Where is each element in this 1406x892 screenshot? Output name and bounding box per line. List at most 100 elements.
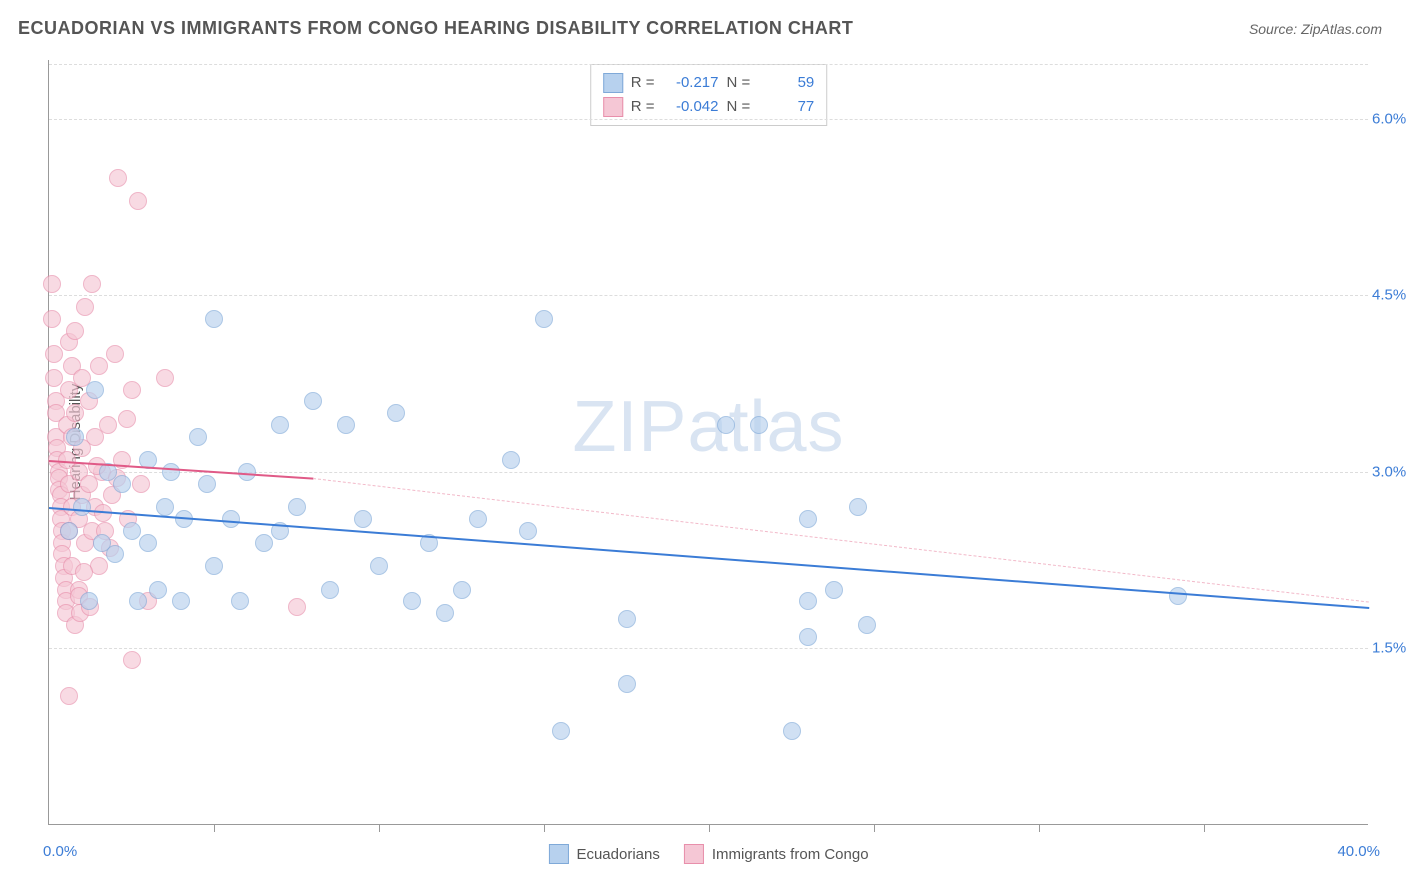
scatter-point-ecuadorians [825, 581, 843, 599]
y-tick-label: 3.0% [1372, 463, 1406, 480]
scatter-point-ecuadorians [172, 592, 190, 610]
gridline-h [49, 648, 1368, 649]
x-tick [214, 824, 215, 832]
scatter-point-congo [118, 410, 136, 428]
scatter-point-ecuadorians [149, 581, 167, 599]
scatter-point-congo [106, 345, 124, 363]
chart-container: ZIPatlas Hearing Disability R = -0.217 N… [48, 60, 1368, 825]
trendline-ecuadorians [49, 507, 1369, 609]
swatch-congo [603, 97, 623, 117]
scatter-point-congo [99, 416, 117, 434]
scatter-point-ecuadorians [123, 522, 141, 540]
scatter-point-ecuadorians [799, 510, 817, 528]
scatter-point-ecuadorians [337, 416, 355, 434]
scatter-point-ecuadorians [129, 592, 147, 610]
r-value-a: -0.217 [663, 71, 719, 95]
scatter-point-ecuadorians [222, 510, 240, 528]
legend-label-a: Ecuadorians [576, 846, 659, 863]
n-label: N = [727, 95, 751, 119]
y-tick-label: 4.5% [1372, 287, 1406, 304]
scatter-point-ecuadorians [403, 592, 421, 610]
scatter-point-ecuadorians [304, 392, 322, 410]
watermark: ZIPatlas [572, 386, 844, 468]
legend-item-ecuadorians: Ecuadorians [548, 844, 659, 864]
scatter-point-congo [60, 687, 78, 705]
scatter-point-ecuadorians [321, 581, 339, 599]
scatter-point-ecuadorians [387, 404, 405, 422]
scatter-point-ecuadorians [231, 592, 249, 610]
source-prefix: Source: [1249, 21, 1301, 37]
y-tick-label: 1.5% [1372, 640, 1406, 657]
gridline-h [49, 119, 1368, 120]
legend-label-b: Immigrants from Congo [712, 846, 869, 863]
n-value-b: 77 [758, 95, 814, 119]
x-axis-max-label: 40.0% [1337, 843, 1380, 860]
scatter-point-congo [76, 298, 94, 316]
scatter-point-ecuadorians [717, 416, 735, 434]
x-tick [874, 824, 875, 832]
scatter-point-ecuadorians [370, 557, 388, 575]
scatter-point-ecuadorians [799, 628, 817, 646]
header-bar: ECUADORIAN VS IMMIGRANTS FROM CONGO HEAR… [0, 0, 1406, 47]
scatter-point-ecuadorians [86, 381, 104, 399]
source-attribution: Source: ZipAtlas.com [1249, 21, 1382, 37]
plot-area: ZIPatlas Hearing Disability R = -0.217 N… [48, 60, 1368, 825]
chart-title: ECUADORIAN VS IMMIGRANTS FROM CONGO HEAR… [18, 18, 853, 39]
scatter-point-ecuadorians [139, 534, 157, 552]
gridline-h [49, 64, 1368, 65]
scatter-point-ecuadorians [1169, 587, 1187, 605]
scatter-point-ecuadorians [519, 522, 537, 540]
scatter-point-ecuadorians [799, 592, 817, 610]
scatter-point-congo [123, 651, 141, 669]
scatter-point-congo [43, 275, 61, 293]
scatter-point-congo [66, 322, 84, 340]
x-axis-min-label: 0.0% [43, 843, 77, 860]
scatter-point-ecuadorians [849, 498, 867, 516]
scatter-point-ecuadorians [288, 498, 306, 516]
scatter-point-congo [288, 598, 306, 616]
r-label: R = [631, 95, 655, 119]
y-tick-label: 6.0% [1372, 110, 1406, 127]
x-tick [544, 824, 545, 832]
swatch-ecuadorians [548, 844, 568, 864]
scatter-point-ecuadorians [858, 616, 876, 634]
scatter-point-ecuadorians [162, 463, 180, 481]
r-value-b: -0.042 [663, 95, 719, 119]
scatter-point-ecuadorians [205, 310, 223, 328]
scatter-point-congo [43, 310, 61, 328]
scatter-point-ecuadorians [156, 498, 174, 516]
r-label: R = [631, 71, 655, 95]
scatter-point-congo [156, 369, 174, 387]
scatter-point-ecuadorians [750, 416, 768, 434]
scatter-point-ecuadorians [552, 722, 570, 740]
source-name: ZipAtlas.com [1301, 21, 1382, 37]
swatch-ecuadorians [603, 73, 623, 93]
scatter-point-congo [123, 381, 141, 399]
scatter-point-ecuadorians [783, 722, 801, 740]
scatter-point-ecuadorians [205, 557, 223, 575]
scatter-point-ecuadorians [453, 581, 471, 599]
scatter-point-ecuadorians [354, 510, 372, 528]
scatter-point-ecuadorians [436, 604, 454, 622]
scatter-point-ecuadorians [80, 592, 98, 610]
scatter-point-congo [90, 357, 108, 375]
n-label: N = [727, 71, 751, 95]
scatter-point-congo [75, 563, 93, 581]
correlation-legend: R = -0.217 N = 59 R = -0.042 N = 77 [590, 64, 828, 126]
gridline-h [49, 295, 1368, 296]
scatter-point-ecuadorians [271, 416, 289, 434]
scatter-point-ecuadorians [198, 475, 216, 493]
scatter-point-ecuadorians [66, 428, 84, 446]
scatter-point-ecuadorians [189, 428, 207, 446]
x-tick [709, 824, 710, 832]
scatter-point-congo [83, 275, 101, 293]
x-tick [379, 824, 380, 832]
scatter-point-congo [45, 345, 63, 363]
legend-row-a: R = -0.217 N = 59 [603, 71, 815, 95]
scatter-point-ecuadorians [618, 675, 636, 693]
scatter-point-ecuadorians [106, 545, 124, 563]
legend-row-b: R = -0.042 N = 77 [603, 95, 815, 119]
scatter-point-congo [132, 475, 150, 493]
x-tick [1204, 824, 1205, 832]
scatter-point-ecuadorians [469, 510, 487, 528]
